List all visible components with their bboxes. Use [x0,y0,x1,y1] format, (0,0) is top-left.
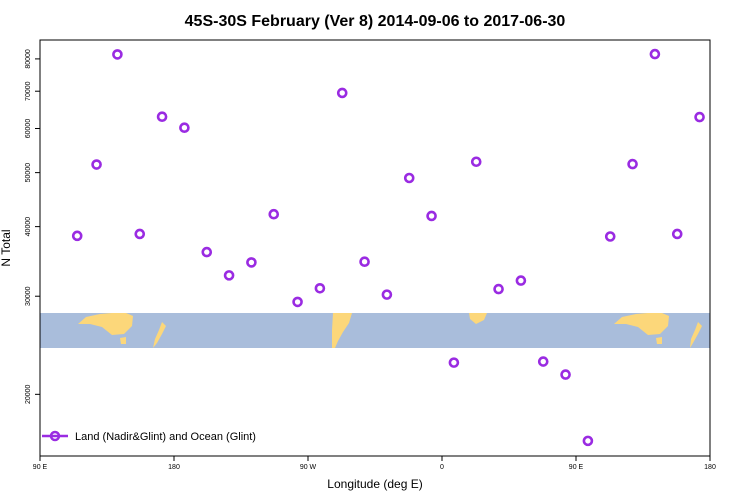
map-land-tasmania-2 [656,337,662,344]
map-land-south-america [332,313,352,348]
x-tick-label: 90 E [569,464,584,471]
data-point [134,228,146,240]
data-point [91,159,102,170]
y-axis-label: N Total [0,229,13,266]
data-point [201,246,213,258]
y-tick-label: 80000 [25,49,32,69]
x-tick-label: 90 E [33,464,48,471]
data-point [537,356,549,367]
data-point [671,228,683,240]
x-tick-label: 0 [440,464,444,471]
y-tick-label: 20000 [25,384,32,404]
data-point [156,111,168,123]
data-point [71,230,83,242]
map-land-australia [78,313,133,335]
data-point [314,282,326,294]
y-tick-label: 60000 [25,119,32,139]
data-point [604,231,616,242]
data-point [694,111,705,123]
data-point [627,158,638,170]
data-point [448,357,460,368]
y-axis: 20000 30000 40000 50000 60000 70000 80000 [25,49,40,404]
data-point [493,283,504,295]
map-band [40,313,710,348]
data-point [359,256,370,268]
y-tick-label: 30000 [25,286,32,306]
map-land-new-zealand [153,322,166,348]
data-point [223,270,235,281]
chart-title: 45S-30S February (Ver 8) 2014-09-06 to 2… [185,13,566,30]
x-tick-label: 90 W [300,464,317,471]
map-land-australia-2 [614,313,669,335]
map-ocean [40,313,710,348]
data-point [582,435,594,447]
data-point [403,172,415,184]
x-tick-label: 180 [704,464,716,471]
data-point [112,49,123,60]
data-point [179,122,190,134]
map-land-new-zealand-2 [690,322,702,348]
data-point [268,208,280,220]
y-tick-label: 50000 [25,163,32,183]
data-point [292,296,303,308]
data-point [381,289,393,300]
data-point [336,87,348,99]
data-point [426,210,437,222]
data-point [560,369,571,380]
legend-marker [49,430,61,442]
data-points [71,48,705,447]
data-point [515,275,527,286]
data-point [246,257,257,268]
legend-label: Land (Nadir&Glint) and Ocean (Glint) [75,431,256,443]
x-axis: 90 E 180 90 W 0 90 E 180 [33,456,716,471]
map-land-africa [469,313,487,324]
plot-frame [39,39,711,457]
data-point [470,156,482,168]
x-axis-label: Longitude (deg E) [327,477,422,491]
legend: Land (Nadir&Glint) and Ocean (Glint) [42,430,256,443]
map-land-tasmania [120,337,126,344]
x-tick-label: 180 [168,464,180,471]
y-tick-label: 70000 [25,81,32,101]
data-point [649,48,661,60]
y-tick-label: 40000 [25,217,32,237]
